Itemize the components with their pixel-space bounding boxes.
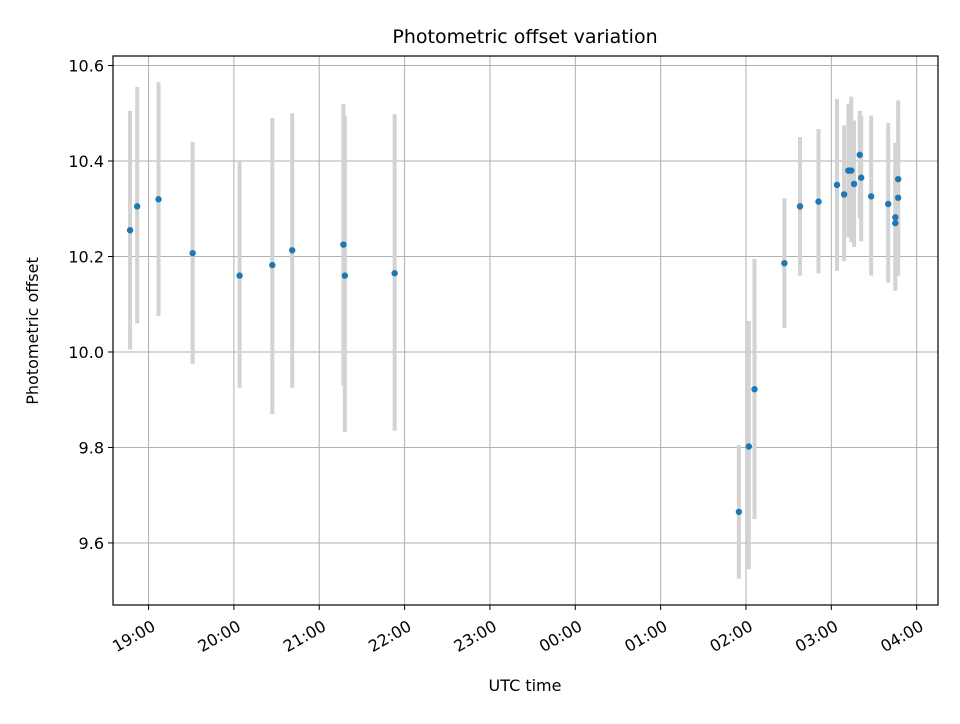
data-point [892,219,899,227]
y-tick-label: 9.8 [79,438,104,457]
data-point [341,272,349,279]
data-point [856,151,863,159]
data-point [745,443,753,450]
data-point [833,181,841,189]
point-layer [126,151,902,516]
plot-frame [112,55,939,606]
data-point [735,508,743,516]
data-point [289,247,296,254]
y-axis-label: Photometric offset [23,257,42,405]
data-point [867,193,875,200]
y-tick-label: 10.0 [68,343,104,362]
x-axis-label: UTC time [489,676,562,695]
data-point [155,196,162,203]
data-point [796,203,804,210]
data-point [126,227,134,234]
data-point [815,198,822,205]
data-point [894,175,902,183]
data-point [269,261,276,269]
data-point [751,386,758,393]
chart-title: Photometric offset variation [392,26,657,48]
data-point [850,180,858,188]
data-point [894,194,902,201]
y-tick-label: 10.4 [68,152,104,171]
data-point [885,200,892,208]
y-tick-label: 9.6 [79,534,104,553]
data-point [340,241,347,248]
data-point [236,272,243,279]
y-tick-label: 10.6 [68,57,104,76]
data-point [391,270,398,277]
data-point [781,259,788,267]
data-point [857,174,865,181]
data-point [848,167,855,174]
data-point [840,191,848,198]
data-point [133,203,141,210]
data-point [892,214,899,221]
y-tick-label: 10.2 [68,248,104,267]
data-point [189,249,196,257]
